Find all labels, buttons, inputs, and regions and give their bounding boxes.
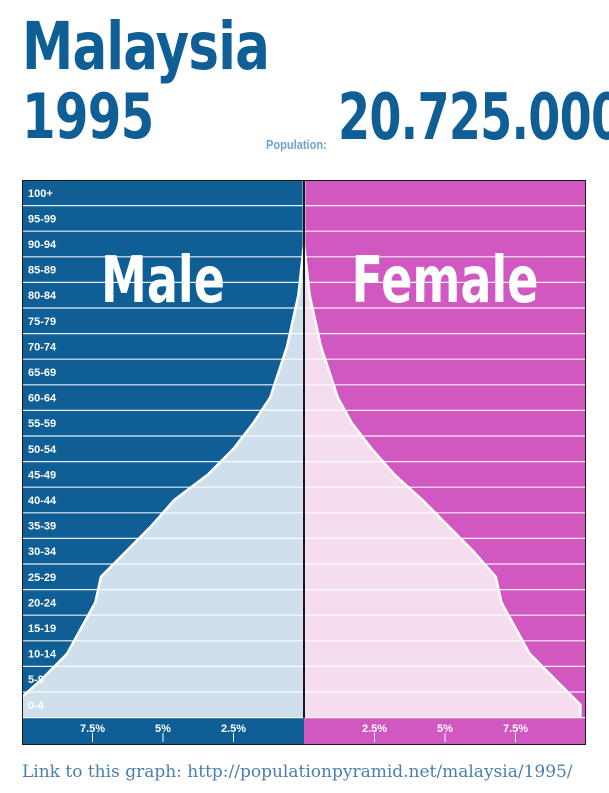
age-label-20-24: 20-24 (28, 597, 57, 609)
female-area (304, 180, 581, 718)
age-label-45-49: 45-49 (28, 469, 56, 481)
age-group-labels: 100+ 95-99 90-94 85-89 80-84 75-79 70-74 65-69 6… (28, 188, 57, 712)
age-label-0-4: 0-4 (28, 700, 45, 712)
age-label-100+: 100+ (28, 188, 53, 200)
age-label-80-84: 80-84 (28, 290, 57, 302)
pyramid-fill (22, 180, 581, 718)
age-label-40-44: 40-44 (28, 495, 57, 507)
x-tick-label: 7.5% (80, 723, 105, 735)
x-tick-label: 2.5% (221, 723, 246, 735)
year-title: 1995 (22, 80, 154, 153)
age-label-25-29: 25-29 (28, 572, 56, 584)
female-outline (302, 180, 582, 718)
age-label-35-39: 35-39 (28, 521, 56, 533)
x-tick-label: 2.5% (362, 723, 387, 735)
age-label-60-64: 60-64 (28, 393, 57, 405)
male-area (22, 180, 304, 718)
age-label-30-34: 30-34 (28, 546, 57, 558)
age-label-15-19: 15-19 (28, 623, 56, 635)
population-pyramid-chart: 100+ 95-99 90-94 85-89 80-84 75-79 70-74 65-69 6… (22, 180, 586, 745)
male-label: Male (101, 243, 225, 318)
population-value: 20.725.000 (338, 81, 609, 155)
pyramid-outline (22, 180, 582, 718)
male-outline (22, 180, 306, 699)
x-tick-label: 5% (437, 723, 453, 735)
age-label-75-79: 75-79 (28, 316, 56, 328)
age-label-55-59: 55-59 (28, 418, 56, 430)
x-tick-label: 5% (155, 723, 171, 735)
age-label-90-94: 90-94 (28, 239, 57, 251)
population-label: Population: (266, 137, 327, 152)
female-label: Female (352, 243, 539, 318)
age-label-65-69: 65-69 (28, 367, 56, 379)
age-label-50-54: 50-54 (28, 444, 57, 456)
graph-link[interactable]: Link to this graph: http://populationpyr… (22, 762, 573, 782)
age-label-95-99: 95-99 (28, 213, 56, 225)
age-label-5-9: 5-9 (28, 674, 44, 686)
x-axis-ticks: 7.5% 5% 2.5% 2.5% 5% 7.5% (80, 723, 528, 742)
country-title: Malaysia (22, 8, 270, 85)
age-label-85-89: 85-89 (28, 265, 56, 277)
x-tick-label: 7.5% (503, 723, 528, 735)
age-label-10-14: 10-14 (28, 649, 57, 661)
age-label-70-74: 70-74 (28, 341, 57, 353)
chart-border (22, 180, 586, 745)
